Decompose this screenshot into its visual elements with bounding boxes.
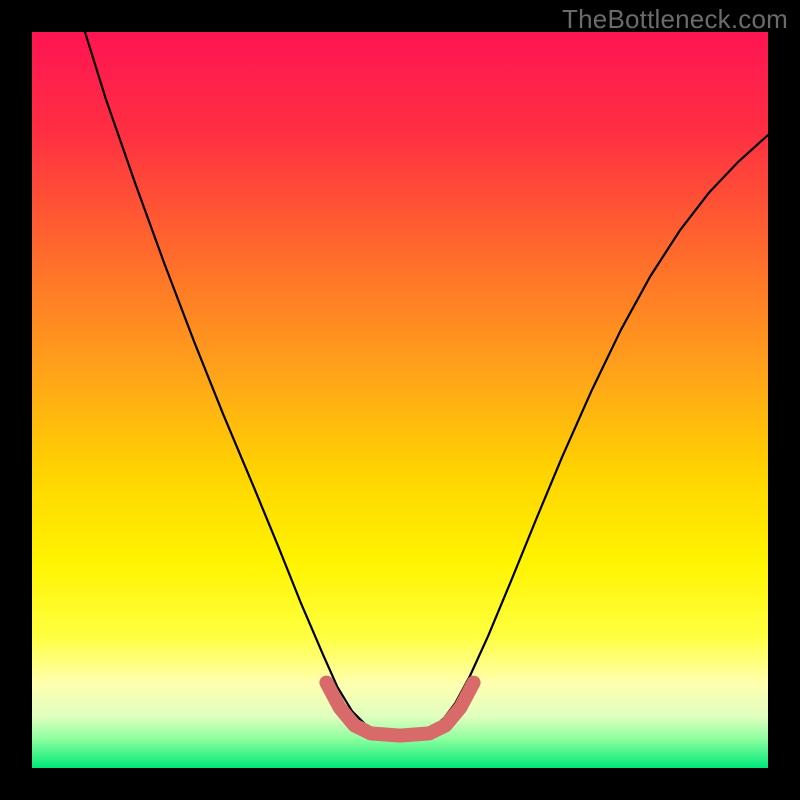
watermark-text: TheBottleneck.com [562,4,788,35]
chart-frame: TheBottleneck.com [0,0,800,800]
bottleneck-chart [0,0,800,800]
gradient-background [32,32,768,768]
